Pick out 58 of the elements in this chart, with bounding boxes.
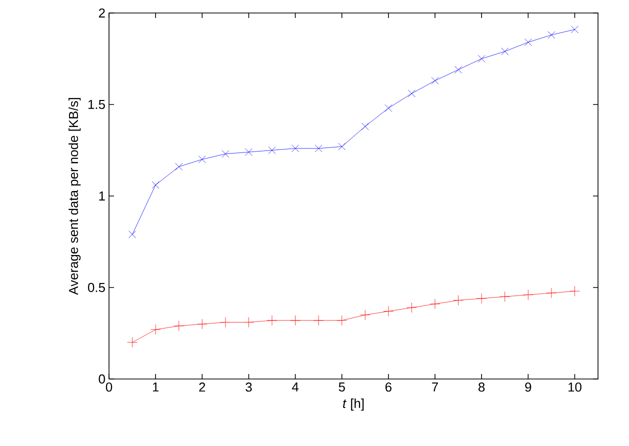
x-tick-label: 3 bbox=[246, 382, 252, 392]
x-axis-title: t [h] bbox=[343, 398, 364, 411]
point bbox=[314, 144, 322, 152]
point bbox=[546, 288, 557, 298]
point bbox=[244, 148, 252, 156]
y-tick-label: 1 bbox=[99, 192, 105, 200]
x-tick-label: 7 bbox=[432, 382, 438, 392]
point bbox=[522, 290, 534, 300]
point bbox=[500, 291, 510, 302]
x-tick-label: 6 bbox=[385, 382, 392, 392]
point bbox=[384, 104, 392, 112]
point bbox=[266, 315, 278, 326]
point bbox=[454, 66, 462, 74]
point bbox=[128, 230, 136, 238]
point bbox=[453, 295, 464, 306]
point bbox=[292, 144, 300, 152]
point bbox=[336, 315, 348, 326]
point bbox=[570, 286, 580, 296]
point bbox=[175, 162, 183, 170]
x-tick-label: 0 bbox=[106, 382, 112, 392]
y-tick-label: 0.5 bbox=[88, 282, 105, 292]
x-tick-label: 2 bbox=[199, 382, 206, 392]
x-tick-label: 9 bbox=[525, 382, 532, 392]
point bbox=[222, 150, 230, 158]
point bbox=[408, 90, 416, 98]
y-tick-label: 2 bbox=[98, 8, 105, 18]
point bbox=[501, 48, 509, 56]
point bbox=[476, 293, 487, 304]
point bbox=[196, 318, 208, 330]
x-tick-label: 10 bbox=[568, 382, 582, 392]
point bbox=[524, 38, 532, 46]
point bbox=[150, 324, 161, 335]
x-tick-label: 5 bbox=[338, 382, 345, 392]
point bbox=[174, 320, 184, 332]
point bbox=[360, 310, 370, 320]
point bbox=[244, 317, 254, 328]
point bbox=[127, 337, 138, 348]
y-axis-title: Average sent data per node [KB/s] bbox=[68, 98, 81, 295]
point bbox=[406, 302, 417, 313]
x-tick-label: 1 bbox=[152, 382, 159, 392]
point bbox=[361, 122, 369, 130]
x-tick-label: 8 bbox=[478, 382, 485, 392]
point bbox=[570, 26, 578, 34]
point bbox=[220, 317, 231, 328]
point bbox=[548, 31, 556, 39]
point bbox=[290, 315, 300, 326]
point bbox=[338, 142, 346, 150]
y-tick-label: 1.5 bbox=[88, 100, 105, 110]
point bbox=[313, 315, 324, 326]
x-tick-label: 4 bbox=[292, 382, 299, 392]
point bbox=[430, 298, 440, 310]
point bbox=[431, 76, 439, 84]
y-tick-label: 0 bbox=[98, 374, 105, 384]
point bbox=[198, 156, 206, 164]
point bbox=[383, 306, 394, 316]
point bbox=[152, 181, 160, 189]
point bbox=[478, 55, 486, 62]
point bbox=[268, 146, 276, 154]
